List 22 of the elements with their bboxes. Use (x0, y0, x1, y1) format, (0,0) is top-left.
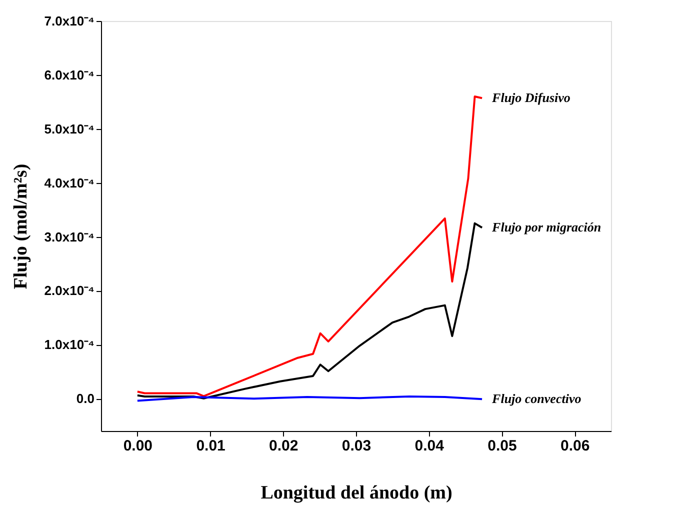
y-tick-label: 1.0x10⁻⁴ (44, 337, 94, 352)
y-tick-label: 0.0 (76, 391, 94, 406)
y-tick-label: 2.0x10⁻⁴ (44, 283, 94, 298)
x-tick-label: 0.03 (342, 438, 372, 454)
series-label: Flujo convectivo (491, 391, 582, 406)
x-tick-label: 0.06 (560, 438, 590, 454)
y-tick-label: 7.0x10⁻⁴ (44, 14, 94, 28)
y-axis-title: Flujo (mol/m²s) (10, 164, 32, 290)
series-label: Flujo por migración (491, 220, 602, 235)
y-tick-label: 3.0x10⁻⁴ (44, 229, 94, 244)
x-tick-label: 0.00 (123, 438, 153, 454)
x-tick-label: 0.05 (488, 438, 517, 454)
line-series (136, 222, 484, 400)
x-tick-label: 0.02 (269, 438, 298, 454)
x-tick-label: 0.01 (196, 438, 226, 454)
series-label: Flujo Difusivo (491, 90, 571, 106)
x-tick-label: 0.04 (414, 438, 445, 454)
line-series (136, 96, 484, 398)
y-tick-label: 4.0x10⁻⁴ (44, 175, 94, 190)
y-tick-label: 5.0x10⁻⁴ (44, 121, 94, 136)
y-tick-label: 6.0x10⁻⁴ (44, 67, 94, 82)
x-axis-title: Longitud del ánodo (m) (260, 482, 452, 504)
